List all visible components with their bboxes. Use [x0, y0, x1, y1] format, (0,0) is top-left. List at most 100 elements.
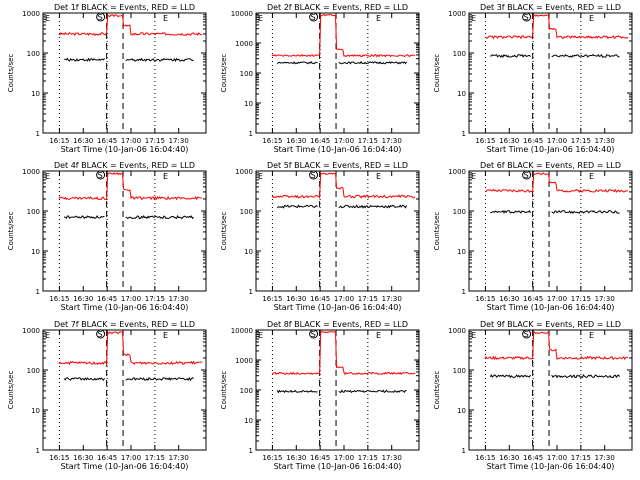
- x-tick-label: 17:00: [547, 454, 567, 462]
- x-tick-label: 16:45: [97, 454, 117, 462]
- x-tick-label: 17:30: [595, 137, 615, 145]
- y-tick-label: 10: [244, 100, 253, 108]
- series-line: [63, 377, 105, 382]
- x-tick-label: 17:15: [358, 295, 378, 303]
- marker-s-circle: [522, 329, 532, 339]
- y-tick-label: 10: [31, 407, 40, 415]
- marker-e-end: E: [376, 331, 381, 340]
- y-tick-label: 100: [240, 387, 253, 395]
- y-tick-label: 1000: [448, 168, 466, 176]
- x-axis-label: Start Time (10-Jan-06 16:04:40): [61, 145, 189, 154]
- y-tick-label: 100: [27, 367, 40, 375]
- x-axis-label: Start Time (10-Jan-06 16:04:40): [487, 462, 615, 471]
- panel-title: Det 3f BLACK = Events, RED = LLD: [480, 3, 621, 12]
- marker-s-circle: [522, 12, 532, 22]
- series-line: [271, 13, 416, 58]
- marker-e-end: E: [589, 331, 594, 340]
- panel-title: Det 6f BLACK = Events, RED = LLD: [480, 161, 621, 170]
- marker-s: S: [524, 13, 529, 22]
- series-line: [58, 172, 203, 201]
- y-tick-label: 1: [462, 447, 466, 455]
- marker-e-end: E: [376, 14, 381, 23]
- x-tick-label: 16:30: [73, 454, 93, 462]
- marker-e-end: E: [589, 172, 594, 181]
- marker-e-start: E: [45, 172, 50, 181]
- x-tick-label: 17:30: [169, 137, 189, 145]
- y-tick-label: 10: [457, 407, 466, 415]
- x-tick-label: 17:15: [358, 454, 378, 462]
- x-tick-label: 16:15: [475, 454, 495, 462]
- marker-e-end: E: [163, 331, 168, 340]
- y-axis-label: Counts/sec: [433, 54, 441, 93]
- x-tick-label: 16:15: [475, 295, 495, 303]
- x-tick-label: 17:00: [547, 137, 567, 145]
- y-tick-label: 100: [453, 208, 466, 216]
- marker-e-start: E: [258, 172, 263, 181]
- y-tick-label: 10: [457, 248, 466, 256]
- y-tick-label: 10000: [231, 10, 253, 18]
- y-axis-label: Counts/sec: [7, 212, 15, 251]
- x-tick-label: 16:45: [523, 454, 543, 462]
- x-tick-label: 17:00: [121, 295, 141, 303]
- x-tick-label: 17:30: [382, 454, 402, 462]
- y-tick-label: 1: [36, 288, 40, 296]
- x-tick-label: 17:15: [145, 454, 165, 462]
- x-tick-label: 16:45: [310, 137, 330, 145]
- detector-panel: Det 2f BLACK = Events, RED = LLD 1 10 100 10…: [220, 3, 420, 154]
- y-tick-label: 1: [249, 130, 253, 138]
- x-tick-label: 17:30: [169, 295, 189, 303]
- y-axis-label: Counts/sec: [220, 371, 228, 410]
- marker-e-end: E: [376, 172, 381, 181]
- x-axis-label: Start Time (10-Jan-06 16:04:40): [61, 462, 189, 471]
- y-tick-label: 100: [27, 50, 40, 58]
- marker-s: S: [311, 13, 316, 22]
- x-tick-label: 17:15: [571, 137, 591, 145]
- plot-frame: [255, 170, 420, 292]
- plot-frame: [468, 12, 633, 134]
- y-tick-label: 100: [453, 367, 466, 375]
- marker-s: S: [524, 330, 529, 339]
- x-tick-label: 16:30: [499, 454, 519, 462]
- series-line: [125, 57, 194, 63]
- panel-title: Det 5f BLACK = Events, RED = LLD: [267, 161, 408, 170]
- x-tick-label: 17:00: [121, 137, 141, 145]
- x-tick-label: 16:45: [523, 295, 543, 303]
- y-tick-label: 1000: [235, 357, 253, 365]
- plot-frame: [255, 329, 420, 451]
- x-tick-label: 16:45: [310, 295, 330, 303]
- x-tick-label: 17:00: [121, 454, 141, 462]
- series-line: [338, 204, 407, 209]
- x-tick-label: 16:45: [523, 137, 543, 145]
- series-line: [276, 204, 318, 209]
- marker-s-circle: [522, 170, 532, 180]
- y-tick-label: 10: [31, 248, 40, 256]
- x-tick-label: 17:30: [169, 454, 189, 462]
- marker-e-start: E: [45, 14, 50, 23]
- marker-e-end: E: [589, 14, 594, 23]
- panel-title: Det 8f BLACK = Events, RED = LLD: [267, 320, 408, 329]
- x-tick-label: 17:30: [595, 454, 615, 462]
- x-tick-label: 17:15: [145, 137, 165, 145]
- x-tick-label: 16:30: [286, 137, 306, 145]
- series-line: [484, 172, 629, 193]
- x-tick-label: 17:15: [358, 137, 378, 145]
- x-tick-label: 16:15: [262, 295, 282, 303]
- panel-title: Det 4f BLACK = Events, RED = LLD: [54, 161, 195, 170]
- y-tick-label: 10000: [231, 327, 253, 335]
- plot-frame: [468, 170, 633, 292]
- x-tick-label: 16:30: [73, 137, 93, 145]
- x-tick-label: 17:30: [595, 295, 615, 303]
- detector-panel: Det 9f BLACK = Events, RED = LLD 1 10 100 10…: [433, 320, 633, 471]
- y-tick-label: 1000: [235, 168, 253, 176]
- x-tick-label: 16:15: [262, 454, 282, 462]
- marker-s-circle: [96, 329, 106, 339]
- marker-s: S: [98, 13, 103, 22]
- series-line: [58, 14, 203, 37]
- series-line: [489, 374, 531, 379]
- series-line: [338, 389, 407, 394]
- y-axis-label: Counts/sec: [220, 212, 228, 251]
- series-line: [64, 57, 105, 62]
- detector-panel: Det 5f BLACK = Events, RED = LLD 1 10 100 10…: [220, 161, 420, 312]
- y-tick-label: 100: [240, 70, 253, 78]
